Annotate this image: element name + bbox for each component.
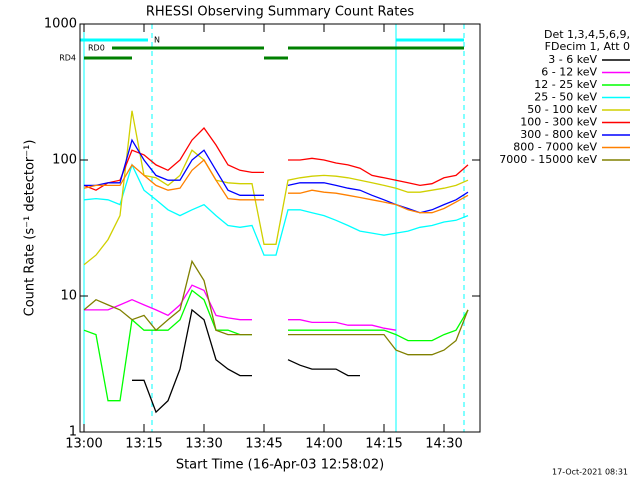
x-tick-label: 13:15 (125, 437, 162, 452)
legend-header: FDecim 1, Att 0 (545, 40, 630, 53)
chart-title: RHESSI Observing Summary Count Rates (146, 5, 415, 20)
x-axis-label: Start Time (16-Apr-03 12:58:02) (176, 458, 384, 473)
x-tick-label: 13:45 (245, 437, 282, 452)
legend-label: 3 - 6 keV (548, 53, 597, 66)
x-tick-label: 13:00 (65, 437, 102, 452)
series-line (84, 138, 469, 214)
legend-label: 300 - 800 keV (520, 128, 597, 141)
legend-label: 100 - 300 keV (520, 116, 597, 129)
flag-label: RD0 (88, 44, 105, 53)
legend-header: Det 1,3,4,5,6,9, (544, 28, 630, 41)
y-tick-label: 1 (69, 425, 77, 440)
series-line (83, 126, 469, 191)
legend-label: 800 - 7000 keV (513, 141, 597, 154)
plot-frame (79, 23, 481, 433)
y-tick-label: 100 (52, 153, 77, 168)
series-line (83, 159, 469, 214)
y-tick-label: 10 (60, 289, 77, 304)
series-line (83, 289, 469, 402)
legend-label: 6 - 12 keV (541, 66, 597, 79)
legend-label: 50 - 100 keV (527, 103, 597, 116)
legend-label: 12 - 25 keV (534, 78, 597, 91)
series-line (83, 110, 469, 266)
series-line (84, 284, 397, 331)
x-tick-label: 13:30 (185, 437, 222, 452)
y-tick-label: 1000 (44, 17, 77, 32)
flag-label: N (154, 36, 160, 45)
y-axis-label: Count Rate (s⁻¹ detector⁻¹) (23, 140, 38, 317)
flag-label: RD4 (59, 54, 76, 63)
legend-label: 7000 - 15000 keV (499, 153, 597, 166)
footer: 17-Oct-2021 08:31 (552, 468, 628, 477)
x-tick-label: 14:30 (425, 437, 462, 452)
x-tick-label: 14:15 (365, 437, 402, 452)
series-line (83, 163, 469, 256)
x-tick-label: 14:00 (305, 437, 342, 452)
series-line (83, 259, 469, 356)
legend-label: 25 - 50 keV (534, 91, 597, 104)
